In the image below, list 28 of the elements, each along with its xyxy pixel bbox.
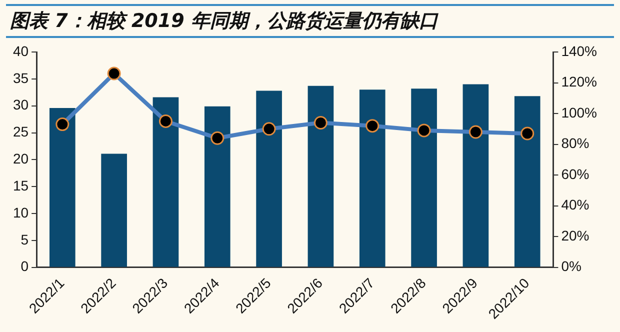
bar bbox=[308, 86, 334, 267]
bar bbox=[204, 106, 230, 267]
y2-tick-label: 80% bbox=[561, 135, 590, 152]
bar bbox=[256, 90, 282, 267]
y2-tick-label: 120% bbox=[561, 74, 598, 90]
y2-tick-label: 0% bbox=[561, 258, 582, 274]
bar bbox=[152, 97, 179, 267]
y2-tick-label: 20% bbox=[561, 227, 590, 244]
y-tick-label: 35 bbox=[12, 70, 29, 86]
y2-tick-label: 60% bbox=[561, 166, 590, 182]
bar bbox=[411, 88, 437, 267]
y-tick-label: 5 bbox=[20, 231, 29, 248]
chart-title: 图表 7：相较 2019 年同期，公路货运量仍有缺口 bbox=[6, 4, 614, 38]
y-tick-label: 25 bbox=[12, 124, 29, 140]
bar bbox=[101, 154, 127, 267]
bar bbox=[49, 108, 76, 267]
bar bbox=[359, 90, 386, 267]
y2-tick-label: 100% bbox=[561, 104, 598, 120]
y-tick-label: 20 bbox=[12, 150, 29, 167]
bar bbox=[514, 96, 540, 267]
y2-tick-label: 140% bbox=[561, 42, 598, 59]
y-tick-label: 15 bbox=[12, 177, 29, 194]
bar bbox=[462, 84, 489, 267]
y-tick-label: 0 bbox=[20, 258, 29, 274]
y-tick-label: 40 bbox=[12, 42, 29, 59]
y2-tick-label: 40% bbox=[561, 196, 590, 213]
y-tick-label: 10 bbox=[12, 204, 29, 220]
y-tick-label: 30 bbox=[12, 96, 29, 113]
